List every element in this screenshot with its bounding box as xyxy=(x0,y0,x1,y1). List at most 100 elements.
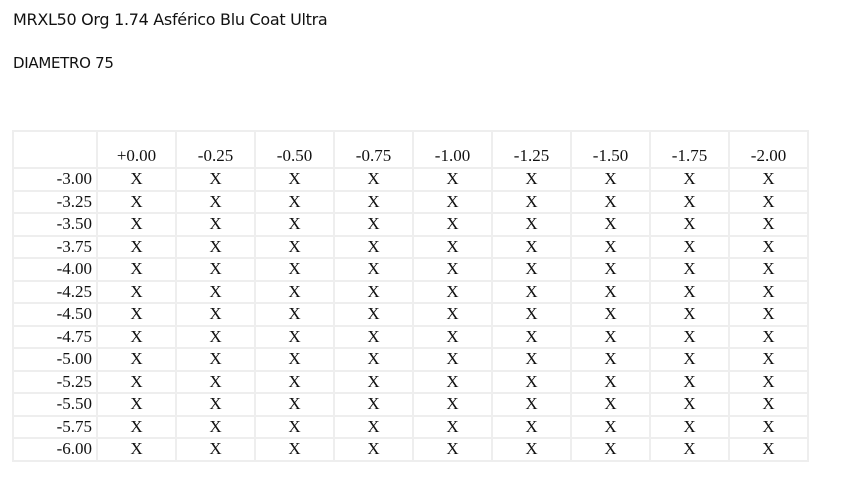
availability-cell: X xyxy=(175,414,256,439)
row-header: -3.00 xyxy=(12,167,98,192)
corner-cell xyxy=(12,130,98,169)
column-header: -1.50 xyxy=(570,130,651,169)
table-row: -4.50 X X X X X X X X X xyxy=(12,302,809,327)
availability-cell: X xyxy=(728,347,809,372)
availability-cell: X xyxy=(175,302,256,327)
availability-cell: X xyxy=(254,369,335,394)
availability-cell: X xyxy=(412,279,493,304)
availability-cell: X xyxy=(649,324,730,349)
availability-cell: X xyxy=(728,369,809,394)
availability-cell: X xyxy=(175,167,256,192)
availability-cell: X xyxy=(491,414,572,439)
row-header: -5.50 xyxy=(12,392,98,417)
availability-cell: X xyxy=(728,279,809,304)
availability-cell: X xyxy=(491,257,572,282)
availability-cell: X xyxy=(649,347,730,372)
availability-cell: X xyxy=(333,347,414,372)
table-row: -6.00 X X X X X X X X X xyxy=(12,437,809,462)
availability-cell: X xyxy=(175,212,256,237)
availability-cell: X xyxy=(333,437,414,462)
availability-cell: X xyxy=(412,257,493,282)
availability-cell: X xyxy=(175,392,256,417)
availability-cell: X xyxy=(254,392,335,417)
availability-cell: X xyxy=(96,189,177,214)
availability-cell: X xyxy=(412,414,493,439)
availability-cell: X xyxy=(491,212,572,237)
availability-cell: X xyxy=(649,167,730,192)
availability-cell: X xyxy=(333,369,414,394)
table-row: -5.00 X X X X X X X X X xyxy=(12,347,809,372)
row-header: -3.75 xyxy=(12,234,98,259)
availability-cell: X xyxy=(728,302,809,327)
column-header: -1.00 xyxy=(412,130,493,169)
availability-cell: X xyxy=(728,414,809,439)
availability-cell: X xyxy=(570,302,651,327)
row-header: -6.00 xyxy=(12,437,98,462)
availability-cell: X xyxy=(570,414,651,439)
table-row: -5.25 X X X X X X X X X xyxy=(12,369,809,394)
availability-cell: X xyxy=(728,437,809,462)
availability-cell: X xyxy=(649,369,730,394)
availability-cell: X xyxy=(254,189,335,214)
availability-cell: X xyxy=(570,392,651,417)
availability-cell: X xyxy=(175,234,256,259)
row-header: -3.25 xyxy=(12,189,98,214)
availability-cell: X xyxy=(175,189,256,214)
availability-cell: X xyxy=(649,189,730,214)
availability-cell: X xyxy=(649,279,730,304)
availability-cell: X xyxy=(254,347,335,372)
availability-cell: X xyxy=(96,257,177,282)
availability-cell: X xyxy=(728,234,809,259)
availability-cell: X xyxy=(333,302,414,327)
availability-cell: X xyxy=(649,437,730,462)
availability-cell: X xyxy=(491,234,572,259)
availability-cell: X xyxy=(491,392,572,417)
availability-cell: X xyxy=(728,212,809,237)
availability-cell: X xyxy=(570,167,651,192)
table-row: -3.50 X X X X X X X X X xyxy=(12,212,809,237)
availability-cell: X xyxy=(333,414,414,439)
availability-cell: X xyxy=(175,324,256,349)
availability-cell: X xyxy=(254,257,335,282)
table-row: -5.50 X X X X X X X X X xyxy=(12,392,809,417)
product-title: MRXL50 Org 1.74 Asférico Blu Coat Ultra xyxy=(13,10,328,29)
availability-cell: X xyxy=(96,347,177,372)
availability-cell: X xyxy=(254,324,335,349)
diameter-label: DIAMETRO 75 xyxy=(13,54,114,72)
availability-cell: X xyxy=(570,369,651,394)
column-header: -0.25 xyxy=(175,130,256,169)
row-header: -4.75 xyxy=(12,324,98,349)
availability-cell: X xyxy=(96,212,177,237)
availability-cell: X xyxy=(412,302,493,327)
availability-cell: X xyxy=(96,369,177,394)
availability-cell: X xyxy=(254,302,335,327)
availability-cell: X xyxy=(491,167,572,192)
availability-cell: X xyxy=(175,257,256,282)
table-row: -3.00 X X X X X X X X X xyxy=(12,167,809,192)
availability-cell: X xyxy=(491,347,572,372)
availability-cell: X xyxy=(96,279,177,304)
availability-cell: X xyxy=(333,167,414,192)
table-row: -3.75 X X X X X X X X X xyxy=(12,234,809,259)
availability-cell: X xyxy=(412,167,493,192)
availability-cell: X xyxy=(728,392,809,417)
row-header: -5.25 xyxy=(12,369,98,394)
availability-cell: X xyxy=(728,257,809,282)
row-header: -4.00 xyxy=(12,257,98,282)
availability-cell: X xyxy=(728,189,809,214)
availability-cell: X xyxy=(96,414,177,439)
row-header: -5.75 xyxy=(12,414,98,439)
availability-cell: X xyxy=(491,437,572,462)
table-row: -5.75 X X X X X X X X X xyxy=(12,414,809,439)
availability-cell: X xyxy=(491,324,572,349)
availability-cell: X xyxy=(570,257,651,282)
row-header: -4.25 xyxy=(12,279,98,304)
availability-cell: X xyxy=(491,369,572,394)
availability-table: +0.00 -0.25 -0.50 -0.75 -1.00 -1.25 -1.50 -1.75… xyxy=(12,130,809,462)
availability-cell: X xyxy=(96,234,177,259)
column-header: -0.50 xyxy=(254,130,335,169)
availability-cell: X xyxy=(491,302,572,327)
availability-cell: X xyxy=(333,324,414,349)
availability-cell: X xyxy=(649,414,730,439)
availability-cell: X xyxy=(175,279,256,304)
